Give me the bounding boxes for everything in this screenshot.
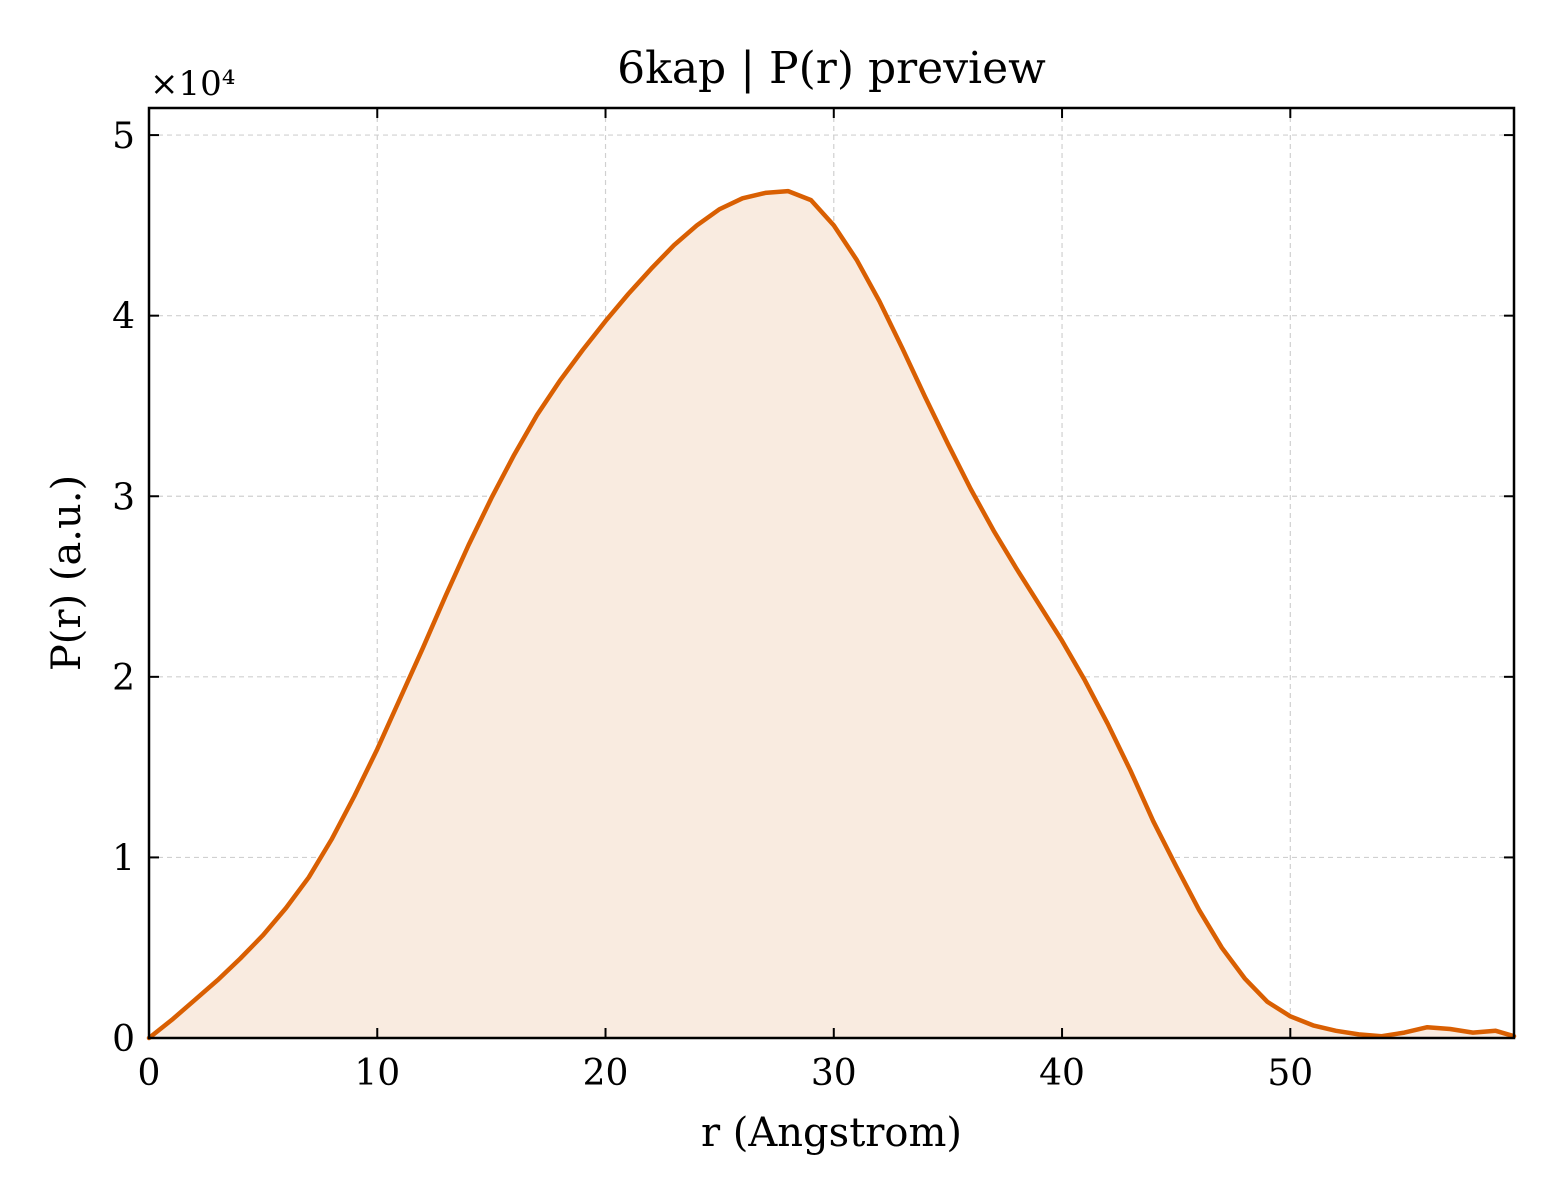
x-tick-label: 40 <box>1039 1053 1085 1094</box>
x-tick-label: 0 <box>138 1053 161 1094</box>
data-line <box>146 188 1517 1041</box>
x-axis-title: r (Angstrom) <box>701 1110 962 1156</box>
y-tick-label: 3 <box>112 477 135 518</box>
y-offset-label: ×10⁴ <box>150 64 235 104</box>
y-tick-label: 0 <box>112 1019 135 1060</box>
x-tick-label: 20 <box>583 1053 629 1094</box>
plot-frame <box>147 106 1516 1040</box>
y-axis-title: P(r) (a.u.) <box>44 475 90 671</box>
x-tick-label: 50 <box>1267 1053 1313 1094</box>
x-tick-label: 10 <box>354 1053 400 1094</box>
y-tick-label: 5 <box>112 116 135 157</box>
chart-title: 6kap | P(r) preview <box>617 43 1046 94</box>
x-tick-label: 30 <box>811 1053 857 1094</box>
y-tick-label: 1 <box>112 838 135 879</box>
y-tick-label: 4 <box>112 297 135 338</box>
tick-layer: 0 10 20 30 40 50 0 1 2 3 4 5 <box>112 108 1514 1094</box>
y-tick-label: 2 <box>112 658 135 699</box>
area-fill <box>149 191 1514 1039</box>
